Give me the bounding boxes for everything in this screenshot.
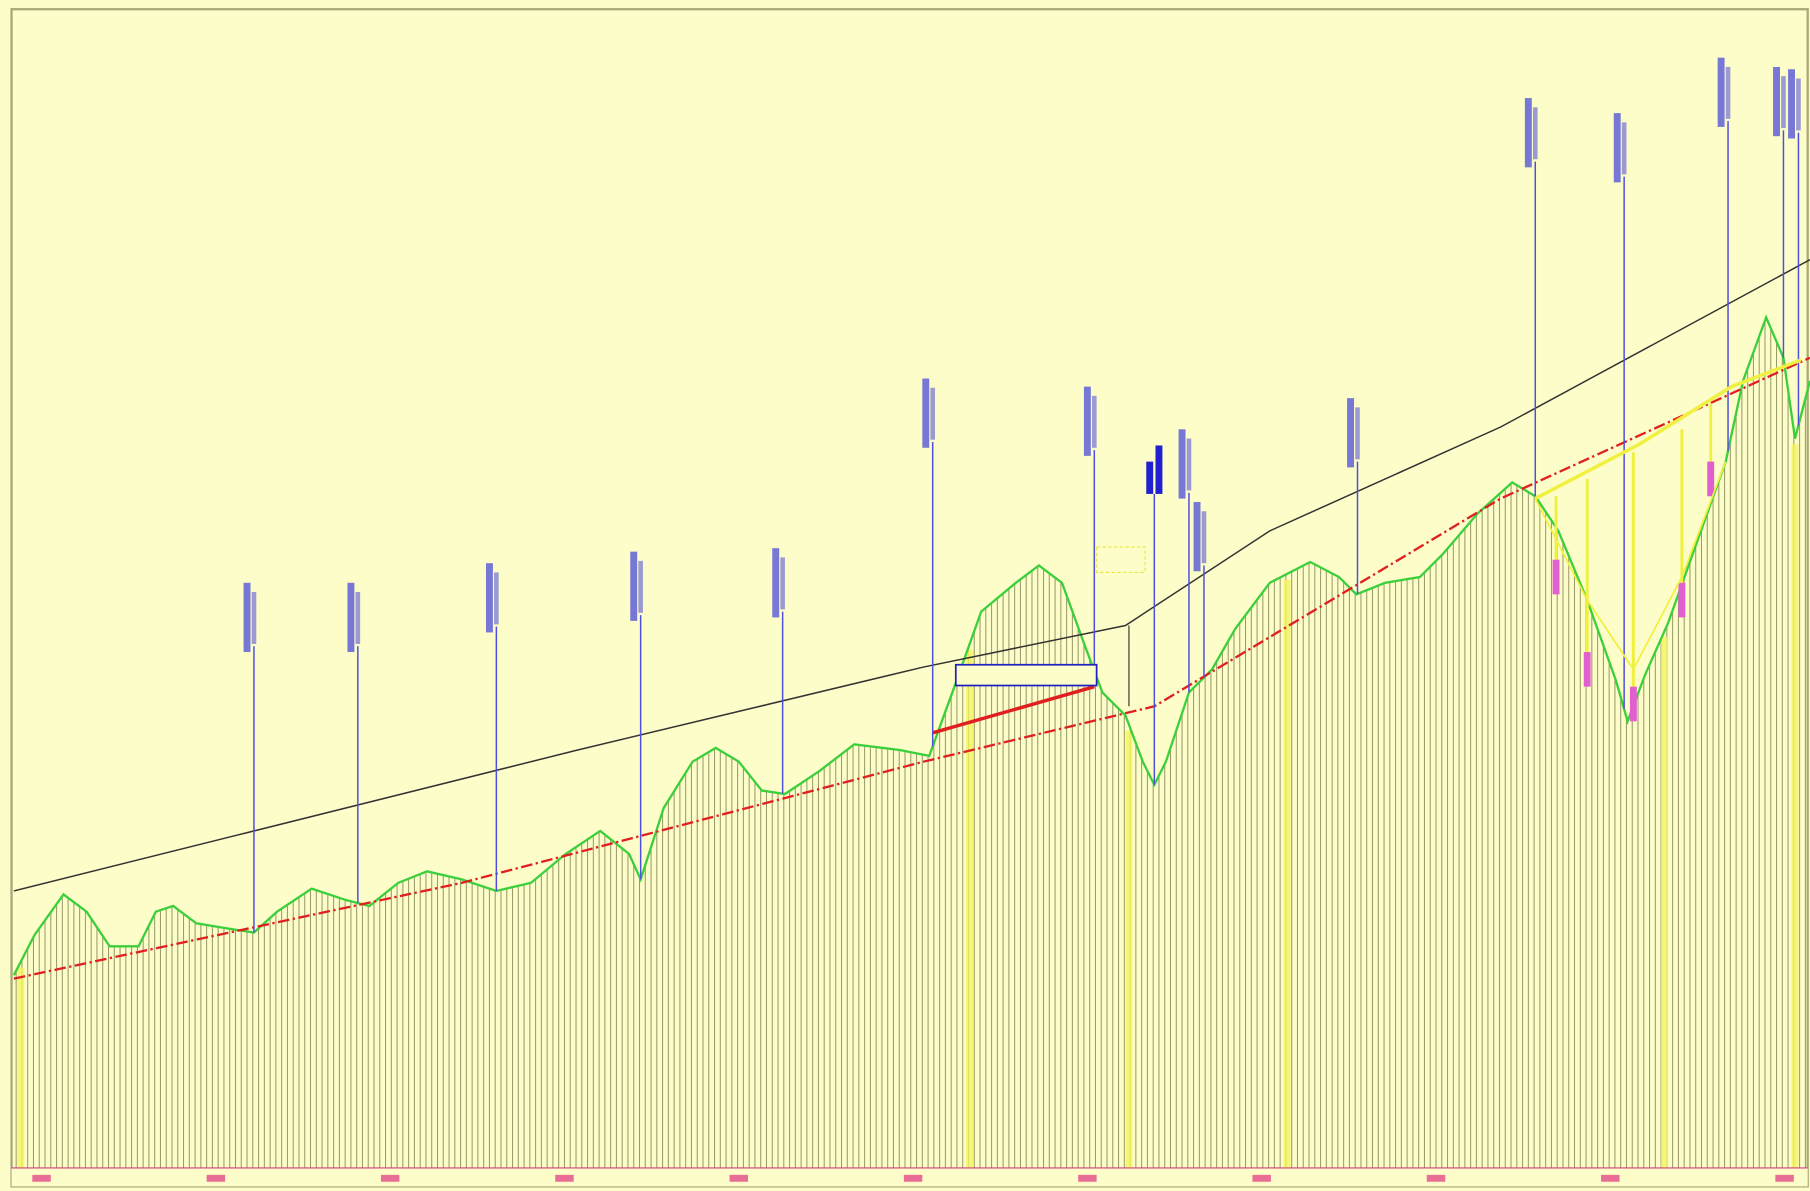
- marker: [1155, 445, 1162, 493]
- yellow-post: [1792, 444, 1799, 1168]
- vertical-label: [630, 552, 637, 621]
- station-label: [1427, 1175, 1445, 1182]
- vertical-label: [638, 561, 643, 613]
- vertical-label: [1773, 67, 1780, 136]
- station-label: [555, 1175, 573, 1182]
- station-label: [1775, 1175, 1793, 1182]
- vertical-label: [772, 548, 779, 617]
- vertical-label: [486, 563, 493, 632]
- vertical-label: [1092, 396, 1097, 448]
- station-label: [381, 1175, 399, 1182]
- yellow-post: [1284, 580, 1291, 1168]
- vertical-label: [1533, 107, 1538, 159]
- yellow-post: [1661, 637, 1668, 1168]
- station-label: [730, 1175, 748, 1182]
- pier-foot: [1584, 652, 1591, 687]
- vertical-label: [1355, 407, 1360, 459]
- station-label: [207, 1175, 225, 1182]
- vertical-label: [1781, 76, 1786, 128]
- station-label: [1252, 1175, 1270, 1182]
- vertical-label: [1788, 69, 1795, 138]
- yellow-post: [17, 967, 24, 1167]
- vertical-label: [252, 592, 257, 644]
- vertical-label: [1202, 511, 1207, 563]
- page: (() => { const svg = document.getElement…: [0, 0, 1810, 1191]
- vertical-label: [1179, 429, 1186, 498]
- vertical-label: [922, 379, 929, 448]
- marker: [1146, 462, 1153, 494]
- vertical-label: [930, 388, 935, 440]
- vertical-label: [1194, 502, 1201, 571]
- vertical-label: [347, 583, 354, 652]
- yellow-post: [966, 650, 973, 1168]
- vertical-label: [1187, 439, 1192, 491]
- pier-foot: [1630, 687, 1637, 722]
- pier-foot: [1678, 583, 1685, 618]
- vertical-label: [1525, 98, 1532, 167]
- profile-drawing: [0, 0, 1810, 1191]
- vertical-label: [1084, 387, 1091, 456]
- vertical-label: [1347, 398, 1354, 467]
- vertical-label: [356, 592, 361, 644]
- vertical-label: [1614, 113, 1621, 182]
- station-label: [904, 1175, 922, 1182]
- yellow-post: [1125, 731, 1132, 1168]
- pier-foot: [1707, 462, 1714, 497]
- vertical-label: [494, 572, 499, 624]
- label-box: [956, 665, 1097, 686]
- station-label: [1078, 1175, 1096, 1182]
- station-label: [32, 1175, 50, 1182]
- vertical-label: [1796, 78, 1801, 130]
- vertical-label: [1726, 67, 1731, 119]
- station-label: [1601, 1175, 1619, 1182]
- vertical-label: [244, 583, 251, 652]
- vertical-label: [1718, 58, 1725, 127]
- pier-foot: [1553, 560, 1560, 595]
- vertical-label: [1622, 122, 1627, 174]
- vertical-label: [780, 557, 785, 609]
